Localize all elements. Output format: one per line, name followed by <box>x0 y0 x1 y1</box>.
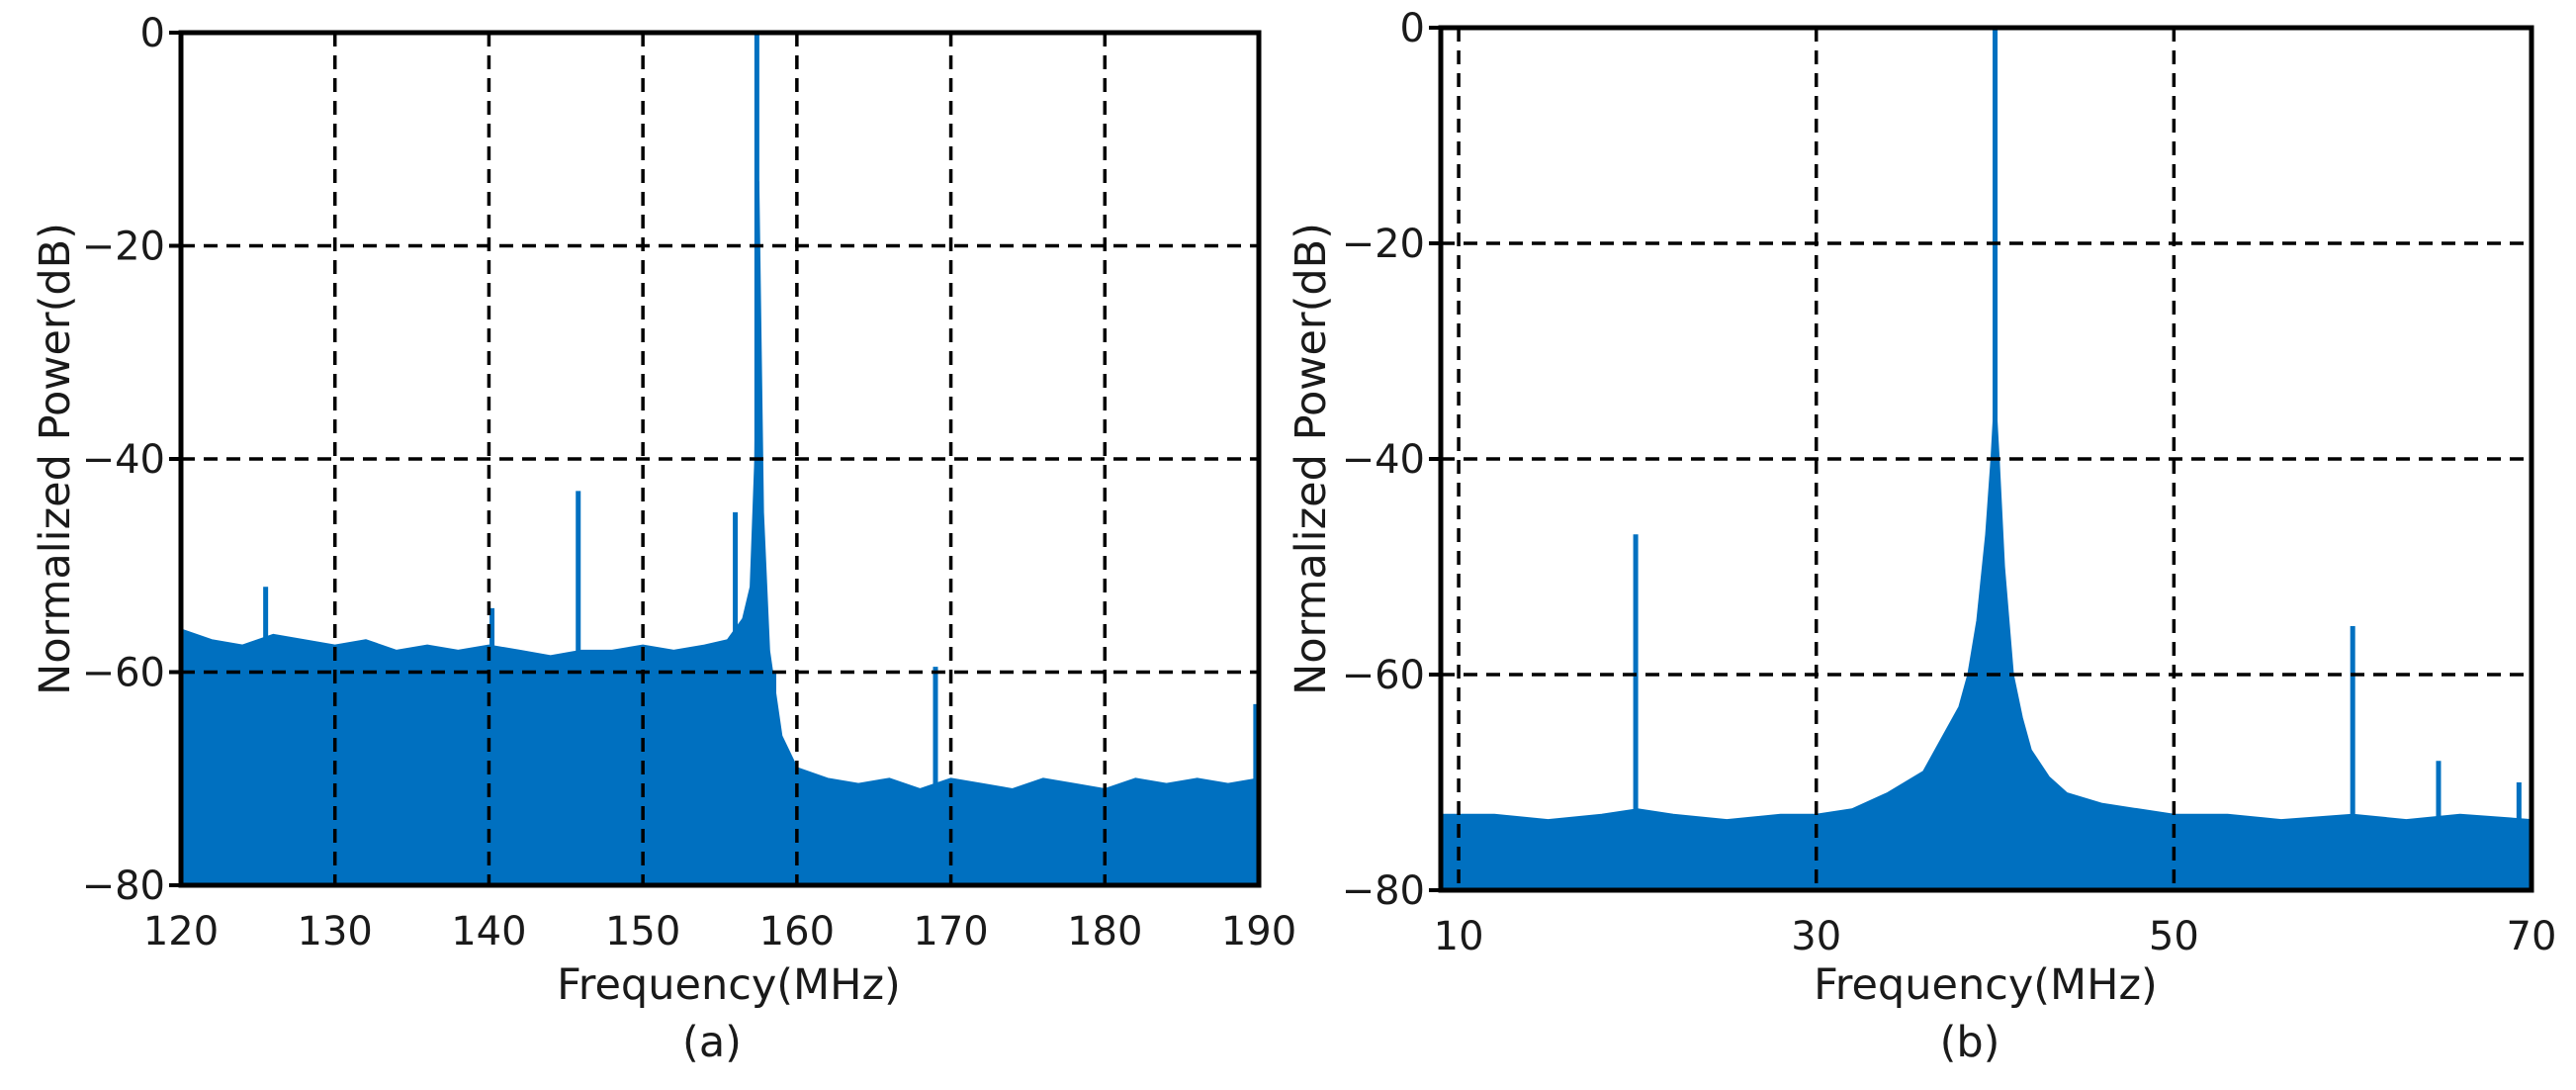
panel-a-spectrum-area <box>180 180 1260 886</box>
panel-a-x-tick-label: 140 <box>451 909 526 954</box>
panel-a-x-tick-label: 130 <box>298 909 373 954</box>
panel-a-gridlines <box>181 33 1259 885</box>
panel-a-y-tick-label: −40 <box>82 437 165 483</box>
panel-a-y-tick-label: −60 <box>82 651 165 696</box>
panel-a-y-axis-label: Normalized Power(dB) <box>31 223 80 695</box>
panel-b-gridlines <box>1441 28 2532 890</box>
panel-a-x-tick-label: 170 <box>913 909 988 954</box>
panel-b-y-tick-label: −80 <box>1342 868 1425 914</box>
panel-b-x-axis-label: Frequency(MHz) <box>1814 960 2158 1010</box>
panel-b-y-axis-label: Normalized Power(dB) <box>1287 223 1336 695</box>
panel-a-x-tick-label: 120 <box>143 909 219 954</box>
panel-a-y-tick-label: 0 <box>140 11 165 56</box>
panel-b-caption: (b) <box>1940 1018 2000 1067</box>
panel-b-spectrum-area <box>1440 393 2532 891</box>
panel-b-y-tick-label: −20 <box>1342 222 1425 267</box>
panel-a-y-tick-label: −20 <box>82 225 165 270</box>
panel-a-y-tick-label: −80 <box>82 863 165 909</box>
panel-b-x-tick-label: 30 <box>1791 914 1841 959</box>
panel-a-x-tick-label: 180 <box>1067 909 1142 954</box>
panel-b: 10 30 50 70 0 −20 −40 −60 −80 Frequency(MHz) No… <box>1287 6 2556 1067</box>
panel-b-y-tick-label: −40 <box>1342 437 1425 483</box>
panel-a-x-tick-label: 150 <box>605 909 680 954</box>
panel-b-y-ticks: 0 −20 −40 −60 −80 <box>1342 6 1441 914</box>
panel-b-x-tick-label: 50 <box>2149 914 2199 959</box>
panel-a-y-ticks: 0 −20 −40 −60 −80 <box>82 11 181 909</box>
panel-b-x-ticks: 10 30 50 70 <box>1434 914 2557 959</box>
panel-b-y-tick-label: −60 <box>1342 653 1425 698</box>
panel-b-x-tick-label: 10 <box>1434 914 1484 959</box>
panel-a-x-ticks: 120 130 140 150 160 170 180 190 <box>143 909 1296 954</box>
panel-a-caption: (a) <box>682 1018 742 1067</box>
panel-b-x-tick-label: 70 <box>2507 914 2557 959</box>
panel-a-x-axis-label: Frequency(MHz) <box>557 960 901 1010</box>
panel-a-x-tick-label: 160 <box>759 909 835 954</box>
panel-a: 120 130 140 150 160 170 180 190 0 −20 −40 −60 −80 F… <box>31 11 1296 1067</box>
panel-a-x-tick-label: 190 <box>1221 909 1296 954</box>
panel-b-y-tick-label: 0 <box>1400 6 1425 51</box>
